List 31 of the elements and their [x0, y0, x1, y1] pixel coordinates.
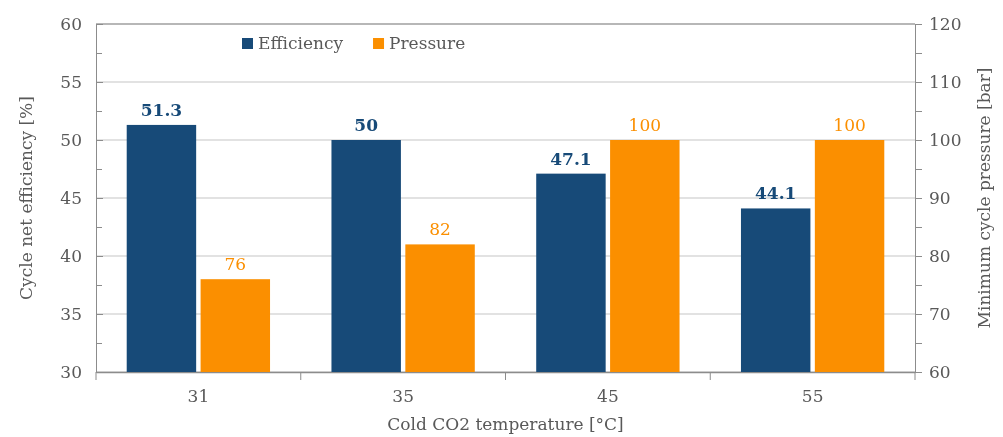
y2-tick-label: 80	[929, 245, 951, 266]
y-axis-title: Cycle net efficiency [%]	[16, 96, 36, 300]
y-tick-label: 60	[60, 13, 82, 34]
data-label: 50	[354, 115, 379, 135]
data-label: 44.1	[754, 183, 797, 204]
data-label: 51.3	[140, 99, 183, 120]
y-tick-label: 50	[60, 129, 82, 150]
y-tick-label: 40	[60, 245, 82, 266]
y2-tick-label: 120	[929, 13, 962, 34]
y-tick-label: 45	[60, 187, 82, 208]
x-tick-label: 55	[801, 386, 824, 407]
x-tick-label: 31	[187, 386, 210, 407]
data-label: 100	[833, 115, 866, 135]
y2-tick-label: 110	[929, 71, 962, 92]
y2-tick-label: 70	[929, 303, 951, 324]
y2-tick-label: 90	[929, 187, 951, 208]
y2-axis-title: Minimum cycle pressure [bar]	[974, 67, 994, 329]
x-axis-title: Cold CO2 temperature [°C]	[387, 414, 624, 434]
data-label: 82	[429, 219, 451, 240]
data-label: 100	[628, 115, 662, 135]
legend-label: Pressure	[389, 33, 466, 53]
y-tick-label: 30	[60, 361, 82, 382]
y2-tick-label: 60	[929, 361, 951, 382]
data-label: 47.1	[550, 148, 592, 169]
data-label: 76	[224, 254, 247, 275]
y-tick-label: 55	[60, 71, 82, 92]
x-tick-label: 45	[597, 386, 619, 407]
x-tick-label: 35	[392, 386, 414, 407]
legend-label: Efficiency	[258, 33, 344, 53]
y2-tick-label: 100	[929, 129, 962, 150]
y-tick-label: 35	[60, 303, 82, 324]
